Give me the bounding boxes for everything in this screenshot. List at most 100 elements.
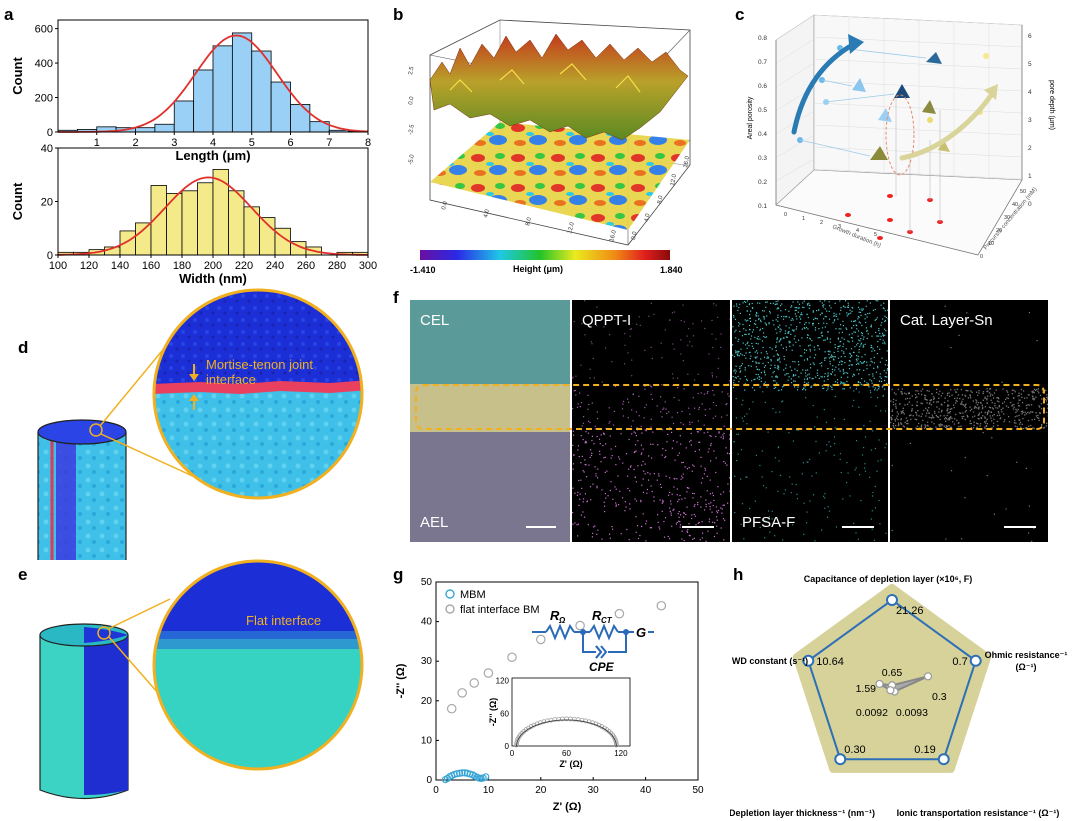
data-point-mbm [482, 773, 490, 781]
eds-dot [790, 324, 792, 326]
eds-dot [788, 316, 790, 318]
eds-dot [639, 324, 641, 326]
eds-dot [862, 344, 865, 346]
eds-dot [651, 457, 653, 459]
legend-label-mbm: MBM [460, 589, 486, 601]
eds-dot [599, 450, 601, 452]
eds-dot [928, 416, 930, 418]
eds-dot [697, 373, 699, 375]
data-point-flat-bm [469, 678, 480, 688]
eds-dot [683, 516, 685, 518]
eds-dot [799, 322, 801, 324]
eds-dot [858, 311, 860, 313]
eds-dot [863, 360, 866, 362]
eds-dot [805, 389, 807, 391]
eds-dot [842, 368, 844, 371]
eds-dot [1003, 413, 1005, 415]
eds-dot [776, 332, 778, 334]
eds-dot [1034, 418, 1036, 420]
eds-dot [1045, 400, 1048, 402]
eds-dot [940, 403, 942, 405]
eds-dot [924, 426, 926, 428]
eds-dot [993, 392, 996, 394]
eds-dot [765, 306, 767, 308]
eds-dot [1028, 425, 1030, 427]
eds-dot [948, 412, 950, 414]
eds-dot [718, 432, 720, 434]
eds-map-cat-layer-sn: Cat. Layer-Sn [890, 300, 1048, 542]
eds-dot [933, 397, 935, 399]
eds-dot [706, 392, 708, 394]
eds-dot [864, 436, 867, 438]
eds-dot [839, 458, 841, 460]
eds-dot [853, 522, 855, 524]
eds-dot [922, 419, 924, 422]
eds-dot [864, 313, 866, 315]
eds-dot [915, 390, 917, 392]
eds-dot [851, 355, 853, 357]
eds-dot [871, 510, 873, 512]
panel-label-e: e [18, 565, 28, 584]
eds-dot [584, 334, 586, 336]
inset-fit-line [516, 719, 617, 747]
eds-dot [722, 518, 725, 520]
eds-dot [882, 339, 884, 341]
eds-dot [796, 370, 798, 372]
eds-dot [1019, 421, 1022, 424]
eds-dot [632, 393, 635, 395]
eds-dot [643, 417, 645, 419]
eds-dot [741, 404, 743, 406]
eds-dot [880, 304, 882, 306]
eds-dot [807, 334, 809, 336]
eds-dot [574, 522, 576, 524]
eds-dot [800, 372, 802, 374]
eds-dot [711, 376, 714, 378]
eds-dot [708, 448, 710, 450]
eds-dot [766, 315, 768, 317]
eds-dot [808, 302, 810, 304]
eds-dot [954, 397, 956, 400]
eds-dot [580, 364, 582, 366]
flat-interface-callout: Flat interface [246, 613, 321, 628]
eds-dot [596, 306, 598, 308]
eds-dot [745, 320, 748, 322]
eds-dot [977, 417, 979, 420]
eds-dot [680, 339, 682, 341]
eds-dot [760, 380, 762, 382]
eds-dot [641, 484, 643, 486]
eds-dot [673, 508, 675, 510]
eds-dot [716, 376, 718, 378]
eds-dot [742, 399, 744, 401]
eds-dot [908, 401, 910, 403]
eds-dot [629, 328, 631, 331]
eds-dot [847, 306, 849, 308]
eds-dot [774, 387, 777, 389]
eds-dot [855, 324, 857, 326]
eds-dot [681, 538, 683, 540]
eds-dot [644, 407, 646, 409]
eds-dot [777, 314, 779, 316]
eds-dot [890, 421, 892, 424]
eds-dot [635, 450, 637, 452]
eds-dot [955, 391, 958, 393]
eds-dot [949, 417, 951, 419]
eds-dot [653, 313, 655, 316]
radar-point-flat-bm [923, 672, 933, 681]
eds-dot [788, 432, 790, 434]
eds-dot [671, 416, 673, 418]
legend-marker-mbm [445, 589, 455, 599]
eds-dot [768, 516, 770, 518]
eds-dot [815, 472, 817, 474]
eds-dot [1027, 419, 1030, 422]
eds-dot [945, 425, 948, 427]
eds-dot [1014, 425, 1016, 427]
qppt-label: QPPT-I [582, 312, 632, 329]
eds-dot [589, 486, 592, 488]
eds-dot [708, 521, 710, 523]
eds-dot [669, 510, 671, 512]
eds-dot [713, 394, 715, 396]
eds-dot [674, 478, 676, 480]
eds-dot [805, 369, 807, 371]
eds-dot [673, 486, 675, 488]
eds-map-pfsa-f: PFSA-F [732, 300, 888, 542]
